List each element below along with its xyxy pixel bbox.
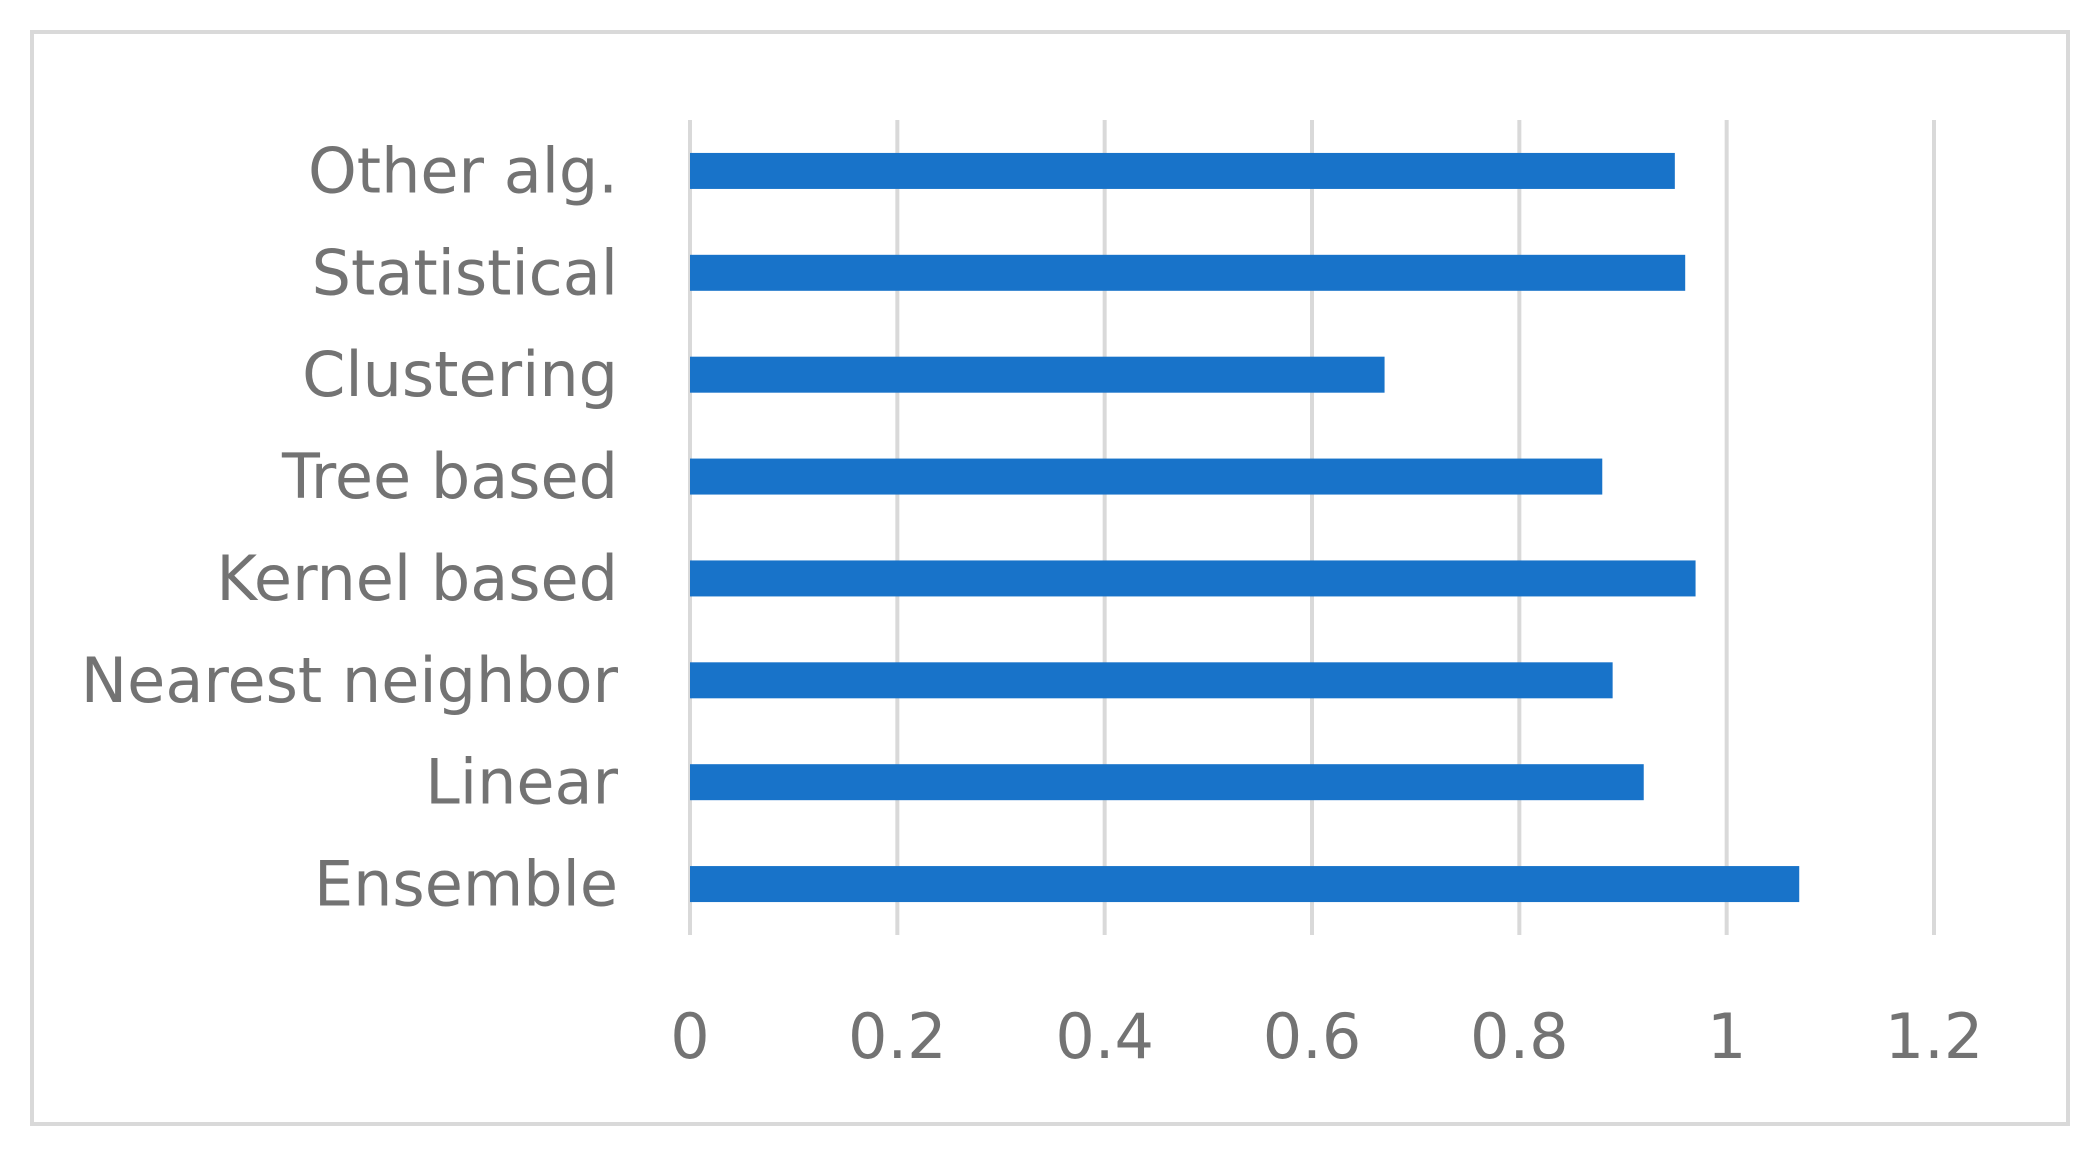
x-tick-labels: 0 0.2 0.4 0.6 0.8 1 1.2 bbox=[670, 1000, 1983, 1073]
bar-nearest-neighbor bbox=[690, 662, 1613, 699]
category-label: Linear bbox=[425, 746, 618, 819]
category-label: Nearest neighbor bbox=[81, 644, 619, 717]
category-label: Tree based bbox=[281, 440, 618, 513]
category-labels: Ensemble Linear Nearest neighbor Kernel bas… bbox=[81, 134, 619, 920]
bars bbox=[690, 152, 1800, 903]
category-label: Kernel based bbox=[216, 542, 618, 615]
category-label: Other alg. bbox=[308, 134, 618, 207]
category-label: Ensemble bbox=[314, 848, 618, 921]
gridlines bbox=[688, 120, 1936, 935]
bar-kernel-based bbox=[690, 560, 1696, 597]
bar-tree-based bbox=[690, 458, 1603, 495]
bar-ensemble bbox=[690, 866, 1800, 903]
x-tick-label: 1.2 bbox=[1885, 1000, 1984, 1073]
bar-other-alg bbox=[690, 152, 1675, 189]
bar-linear bbox=[690, 764, 1644, 801]
x-tick-label: 0.4 bbox=[1055, 1000, 1154, 1073]
x-tick-label: 0.2 bbox=[848, 1000, 947, 1073]
bar-clustering bbox=[690, 356, 1385, 393]
x-tick-label: 0 bbox=[670, 1000, 709, 1073]
category-label: Statistical bbox=[312, 236, 618, 309]
x-tick-label: 1 bbox=[1707, 1000, 1746, 1073]
x-tick-label: 0.8 bbox=[1470, 1000, 1569, 1073]
bar-statistical bbox=[690, 254, 1686, 291]
x-tick-label: 0.6 bbox=[1263, 1000, 1362, 1073]
category-label: Clustering bbox=[302, 338, 618, 411]
